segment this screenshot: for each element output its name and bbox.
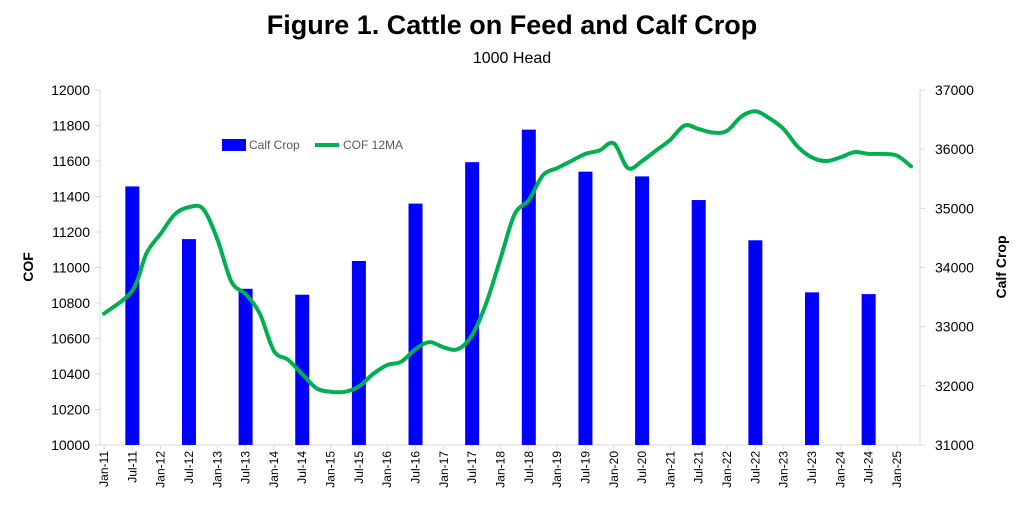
y-left-tick-label: 10600 (51, 331, 90, 347)
axis-layer (95, 89, 925, 450)
x-tick-label: Jan-18 (493, 451, 507, 488)
y-left-tick-label: 11200 (52, 224, 90, 240)
y-left-tick-label: 11800 (52, 118, 90, 134)
x-tick-label: Jul-19 (578, 451, 592, 484)
calf-crop-bar (295, 294, 310, 445)
x-tick-label: Jul-20 (635, 451, 649, 484)
x-tick-label: Jul-15 (352, 451, 366, 484)
y-left-tick-label: 10800 (51, 295, 90, 311)
cof-12ma-line (102, 109, 914, 395)
x-tick-label: Jul-22 (748, 451, 762, 484)
y-right-tick-label: 33000 (935, 319, 974, 335)
calf-crop-bar (181, 239, 196, 445)
x-tick-label: Jan-21 (663, 451, 677, 488)
x-tick-label: Jan-23 (777, 451, 791, 488)
legend-label-calf-crop: Calf Crop (249, 138, 300, 152)
y-left-tick-label: 11400 (52, 189, 90, 205)
calf-crop-bar (351, 260, 366, 445)
chart-subtitle: 1000 Head (472, 50, 552, 67)
calf-crop-bar (861, 294, 876, 445)
x-tick-label: Jan-17 (437, 451, 451, 488)
y-axis-left-label: COF (20, 252, 36, 282)
y-left-tick-label: 11000 (52, 260, 90, 276)
line-series-cof-12ma (102, 109, 914, 395)
x-tick-label: Jan-16 (380, 451, 394, 488)
calf-crop-bar (408, 203, 423, 445)
x-tick-label: Jan-22 (720, 451, 734, 488)
x-tick-label: Jul-18 (522, 451, 536, 484)
y-left-tick-label: 12000 (51, 82, 90, 98)
chart-title: Figure 1. Cattle on Feed and Calf Crop (266, 10, 758, 40)
calf-crop-bar (238, 288, 253, 445)
x-tick-label: Jul-11 (125, 451, 139, 483)
y-right-tick-label: 36000 (935, 141, 974, 157)
x-tick-label: Jan-11 (97, 451, 111, 487)
calf-crop-bar (748, 240, 763, 445)
x-tick-label: Jan-13 (210, 451, 224, 488)
calf-crop-bar (805, 292, 819, 445)
calf-crop-bar (465, 162, 480, 445)
y-right-tick-label: 37000 (935, 82, 974, 98)
y-left-tick-label: 10200 (51, 402, 90, 418)
x-tick-label: Jan-24 (833, 451, 847, 488)
x-tick-label: Jan-20 (607, 451, 621, 488)
legend-label-cof-12ma: COF 12MA (343, 138, 403, 152)
calf-crop-bar (578, 171, 593, 445)
x-tick-label: Jul-12 (182, 451, 196, 484)
y-right-tick-label: 32000 (935, 378, 974, 394)
calf-crop-bar (691, 200, 706, 445)
x-tick-label: Jul-23 (805, 451, 819, 484)
legend-swatch-calf-crop (222, 139, 246, 151)
x-tick-label: Jul-14 (295, 451, 309, 484)
x-tick-label: Jul-16 (409, 451, 423, 484)
x-tick-label: Jan-12 (154, 451, 168, 488)
tick-label-layer: 10000 10200 10400 10600 10800 11000 11200 11400… (51, 82, 974, 488)
y-right-tick-label: 34000 (935, 260, 974, 276)
calf-crop-bar (521, 129, 536, 445)
y-left-tick-label: 10400 (51, 366, 90, 382)
x-tick-label: Jul-13 (239, 451, 253, 484)
calf-crop-bar (125, 186, 140, 446)
calf-crop-bar (635, 176, 650, 445)
x-tick-label: Jul-21 (692, 451, 706, 484)
y-right-tick-label: 35000 (935, 200, 974, 216)
y-right-tick-label: 31000 (935, 437, 974, 453)
x-tick-label: Jan-15 (324, 451, 338, 488)
y-left-tick-label: 11600 (52, 153, 90, 169)
x-tick-label: Jan-14 (267, 451, 281, 488)
y-left-tick-label: 10000 (51, 437, 90, 453)
legend: Calf Crop COF 12MA (222, 138, 403, 152)
x-tick-label: Jul-24 (862, 451, 876, 484)
bar-series-calf-crop (125, 129, 876, 446)
x-tick-label: Jan-25 (890, 451, 904, 488)
y-axis-right-label: Calf Crop (993, 236, 1009, 299)
x-tick-label: Jul-17 (465, 451, 479, 484)
x-tick-label: Jan-19 (550, 451, 564, 488)
